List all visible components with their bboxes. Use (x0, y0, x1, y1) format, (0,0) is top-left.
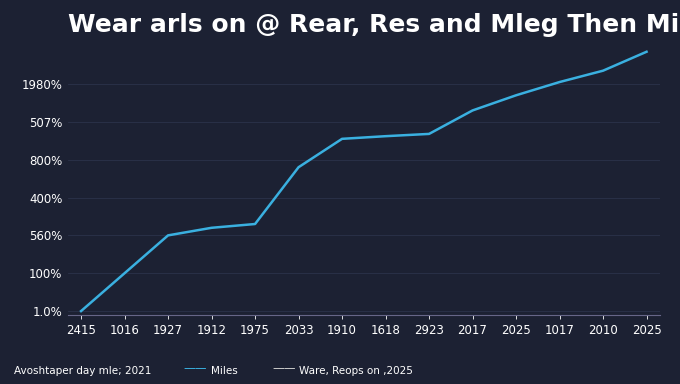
Text: Miles: Miles (211, 366, 237, 376)
Text: Wear arls on @ Rear, Res and Mleg Then Mile.: Wear arls on @ Rear, Res and Mleg Then M… (68, 13, 680, 37)
Text: Ware, Reops on ,2025: Ware, Reops on ,2025 (299, 366, 413, 376)
Text: Avoshtaper day mle; 2021: Avoshtaper day mle; 2021 (14, 366, 151, 376)
Text: ——: —— (272, 362, 296, 375)
Text: ——: —— (184, 362, 207, 375)
